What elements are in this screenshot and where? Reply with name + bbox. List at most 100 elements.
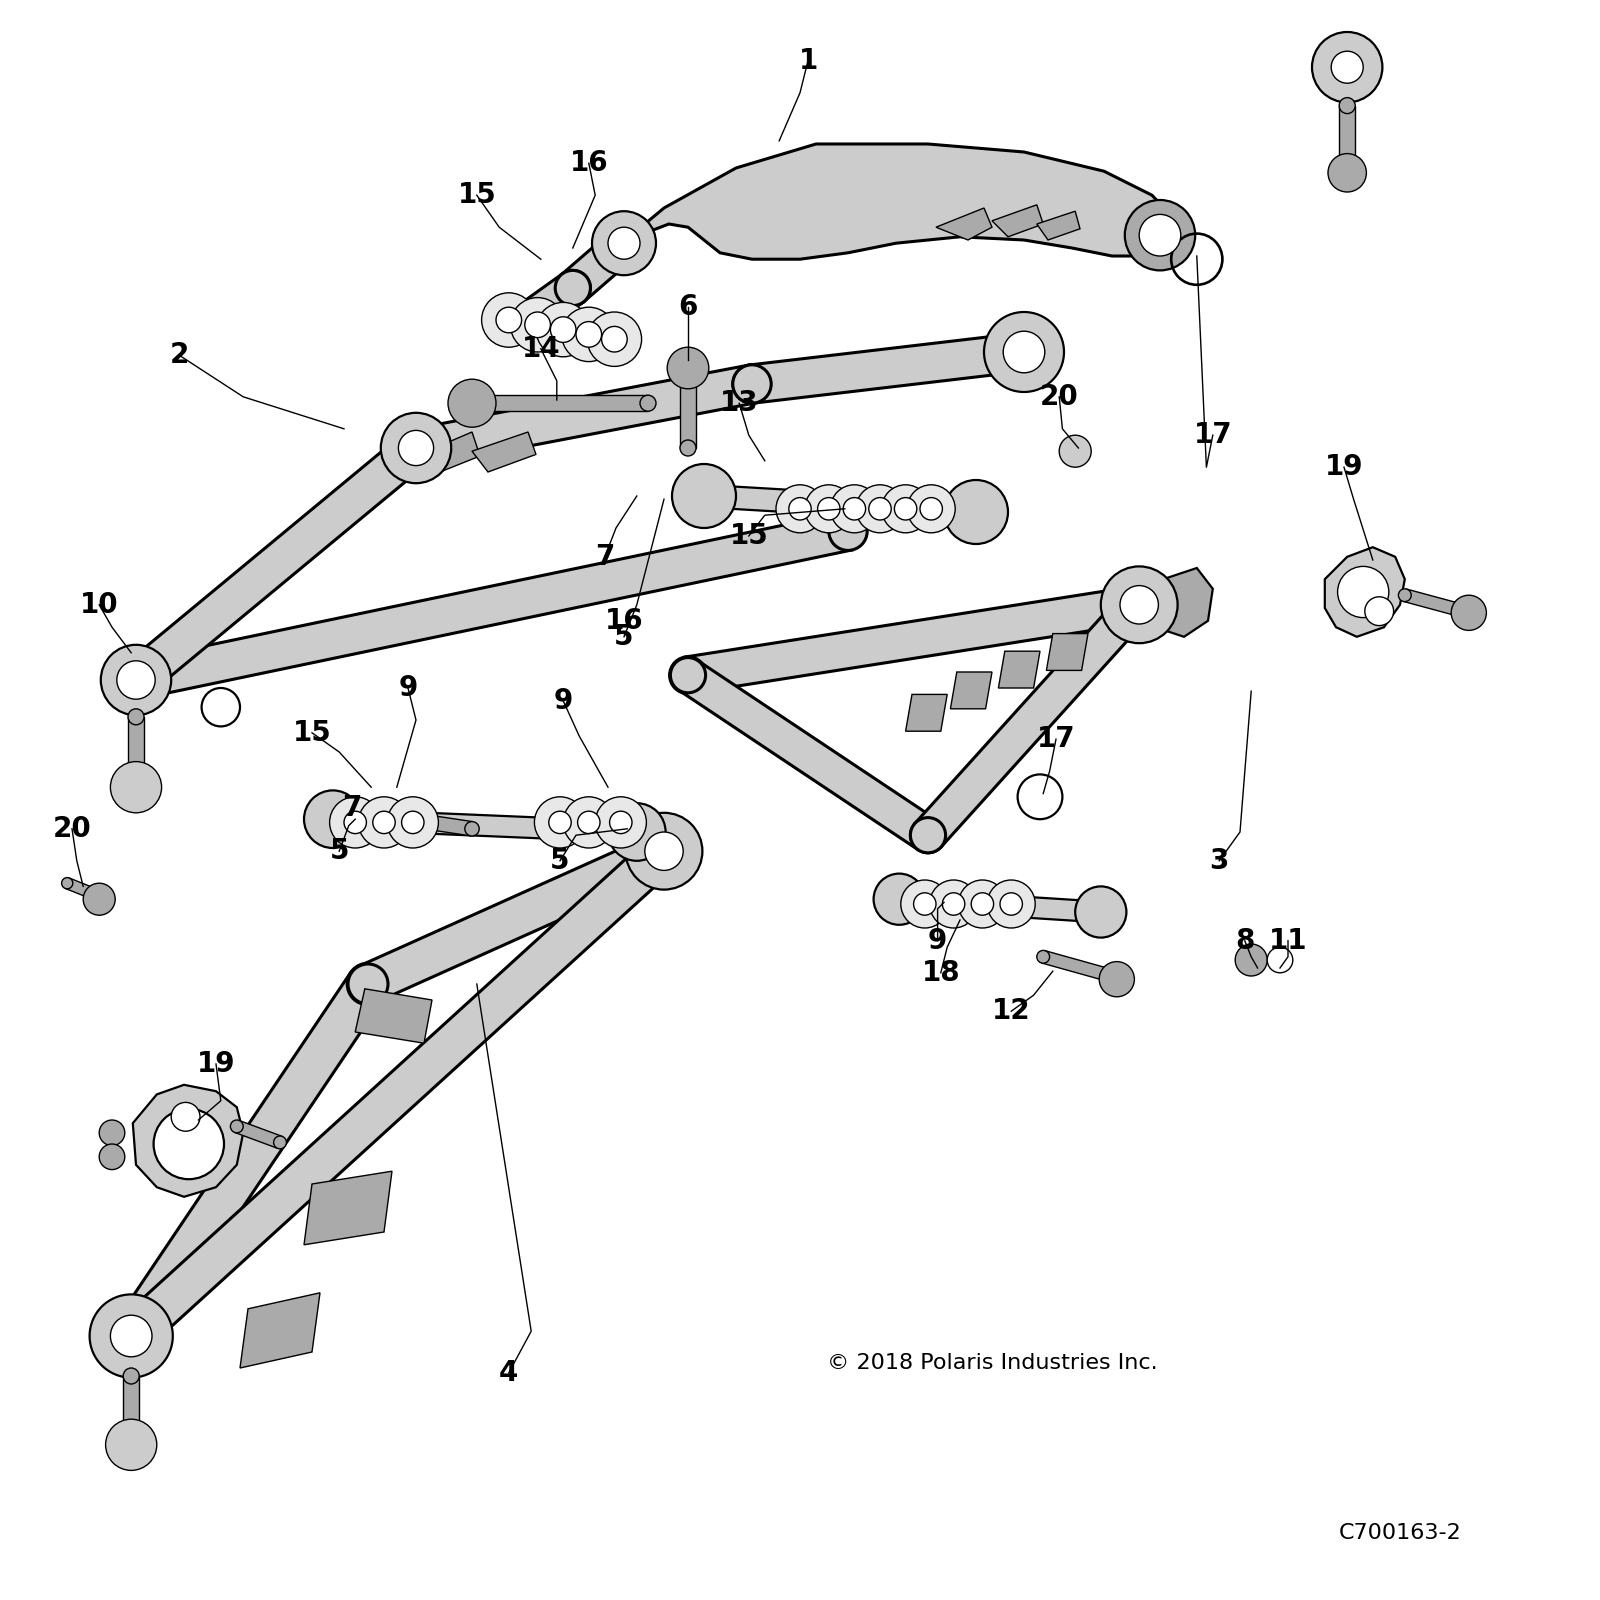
Circle shape [1458, 605, 1470, 618]
Text: 6: 6 [678, 293, 698, 322]
Polygon shape [1403, 589, 1466, 618]
Polygon shape [128, 717, 144, 784]
Circle shape [344, 811, 366, 834]
Circle shape [1090, 902, 1110, 922]
Circle shape [789, 498, 811, 520]
Circle shape [555, 270, 590, 306]
Circle shape [667, 347, 709, 389]
Text: 8: 8 [1235, 926, 1254, 955]
Circle shape [984, 312, 1064, 392]
Circle shape [1005, 333, 1043, 371]
Circle shape [510, 302, 546, 338]
Polygon shape [66, 878, 101, 901]
Circle shape [387, 797, 438, 848]
Circle shape [843, 498, 866, 520]
Circle shape [1059, 435, 1091, 467]
Circle shape [645, 832, 683, 870]
Circle shape [640, 395, 656, 411]
Circle shape [1398, 589, 1411, 602]
Text: 14: 14 [522, 334, 560, 363]
Circle shape [602, 326, 627, 352]
Text: 15: 15 [730, 522, 768, 550]
Polygon shape [915, 594, 1149, 846]
Circle shape [274, 1136, 286, 1149]
Circle shape [576, 322, 602, 347]
Circle shape [123, 1432, 139, 1448]
Polygon shape [133, 1085, 243, 1197]
Circle shape [672, 464, 736, 528]
Circle shape [944, 480, 1008, 544]
Text: 13: 13 [720, 389, 758, 418]
Circle shape [890, 890, 909, 909]
Polygon shape [950, 672, 992, 709]
Text: 5: 5 [550, 846, 570, 875]
Circle shape [99, 1120, 125, 1146]
Circle shape [1331, 51, 1363, 83]
Circle shape [1120, 586, 1158, 624]
Circle shape [171, 1102, 200, 1131]
Polygon shape [936, 208, 992, 240]
Polygon shape [304, 1171, 392, 1245]
Circle shape [874, 874, 925, 925]
Circle shape [733, 365, 771, 403]
Polygon shape [518, 274, 582, 334]
Polygon shape [472, 395, 648, 411]
Polygon shape [562, 234, 632, 301]
Polygon shape [678, 661, 938, 850]
Polygon shape [1149, 568, 1213, 637]
Circle shape [106, 1419, 157, 1470]
Text: C700163-2: C700163-2 [1339, 1523, 1461, 1542]
Text: 9: 9 [398, 674, 418, 702]
Circle shape [101, 645, 171, 715]
Circle shape [733, 365, 771, 403]
Polygon shape [355, 989, 432, 1043]
Circle shape [117, 661, 155, 699]
Circle shape [693, 485, 715, 507]
Text: 16: 16 [570, 149, 608, 178]
Circle shape [358, 797, 410, 848]
Circle shape [1106, 970, 1118, 982]
Polygon shape [704, 485, 976, 523]
Circle shape [563, 797, 614, 848]
Text: 4: 4 [499, 1358, 518, 1387]
Polygon shape [1037, 211, 1080, 240]
Circle shape [61, 877, 74, 888]
Circle shape [1365, 597, 1394, 626]
Circle shape [347, 963, 389, 1005]
Text: © 2018 Polaris Industries Inc.: © 2018 Polaris Industries Inc. [827, 1354, 1157, 1373]
Circle shape [1338, 566, 1389, 618]
Circle shape [550, 317, 576, 342]
Circle shape [1328, 154, 1366, 192]
Circle shape [776, 485, 824, 533]
Circle shape [83, 883, 115, 915]
Circle shape [562, 307, 616, 362]
Polygon shape [685, 587, 1139, 693]
Circle shape [1118, 587, 1154, 622]
Text: 17: 17 [1194, 421, 1232, 450]
Text: 15: 15 [458, 181, 496, 210]
Circle shape [525, 312, 550, 338]
Circle shape [93, 890, 106, 902]
Circle shape [971, 893, 994, 915]
Polygon shape [406, 813, 474, 835]
Text: 10: 10 [80, 590, 118, 619]
Circle shape [110, 1315, 152, 1357]
Circle shape [595, 797, 646, 848]
Circle shape [112, 1315, 152, 1357]
Circle shape [1003, 331, 1045, 373]
Circle shape [230, 1120, 243, 1133]
Circle shape [1125, 200, 1195, 270]
Circle shape [323, 810, 342, 829]
Circle shape [907, 485, 955, 533]
Polygon shape [1046, 634, 1088, 670]
Circle shape [626, 813, 702, 890]
Circle shape [381, 413, 451, 483]
Circle shape [534, 797, 586, 848]
Circle shape [1267, 947, 1293, 973]
Circle shape [1339, 98, 1355, 114]
Circle shape [608, 803, 666, 861]
Circle shape [349, 963, 387, 1005]
Text: 19: 19 [197, 1050, 235, 1078]
Circle shape [464, 395, 480, 411]
Circle shape [397, 429, 435, 467]
